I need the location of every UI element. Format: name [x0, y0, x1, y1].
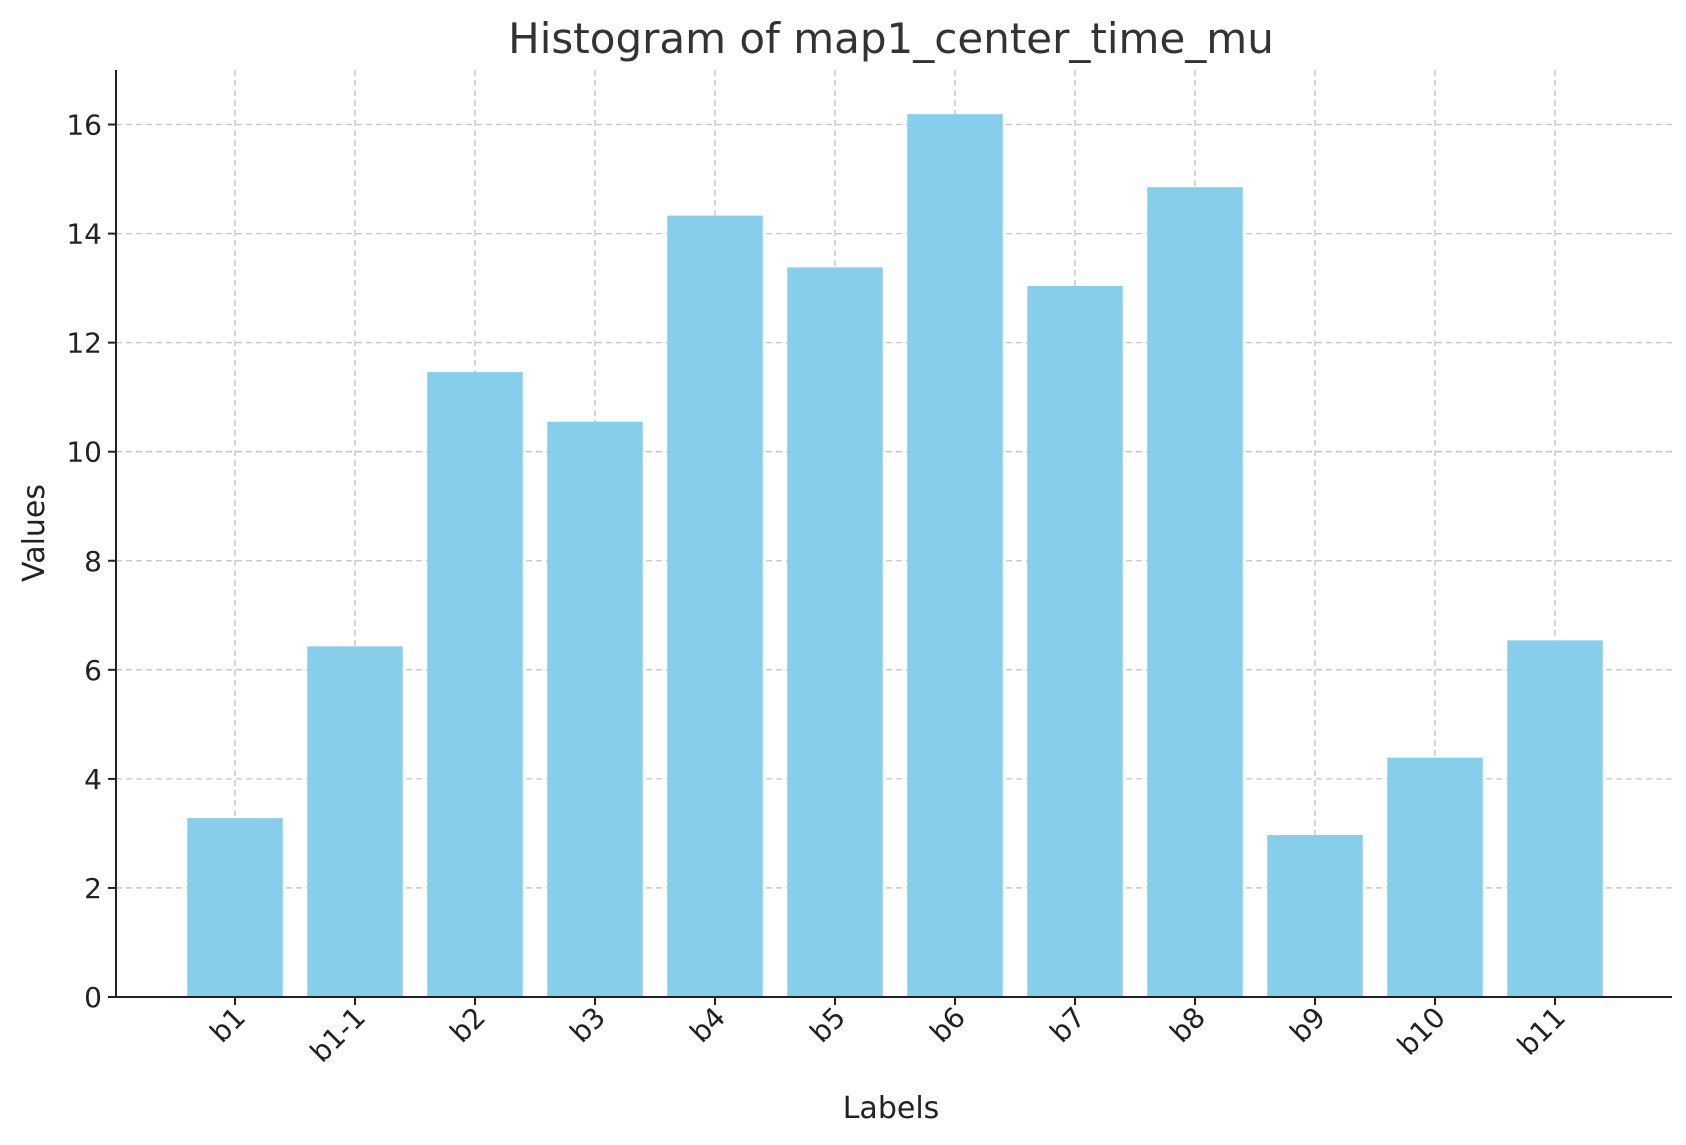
bar-b2 — [427, 372, 523, 998]
y-tick-label-0: 0 — [84, 981, 102, 1014]
x-tick-label-b2: b2 — [443, 1001, 492, 1050]
bar-b1-1 — [307, 646, 403, 997]
bar-b7 — [1027, 285, 1123, 997]
y-tick-label-4: 8 — [84, 545, 102, 578]
x-tick-label-b6: b6 — [923, 1001, 972, 1050]
x-tick-label-b11: b11 — [1511, 1001, 1572, 1062]
x-tick-label-b4: b4 — [683, 1001, 732, 1050]
x-tick-label-b1-1: b1-1 — [304, 1001, 372, 1069]
x-tick-label-b1: b1 — [203, 1001, 252, 1050]
x-axis-label: Labels — [843, 1091, 940, 1126]
y-tick-label-5: 10 — [66, 436, 102, 469]
chart-title: Histogram of map1_center_time_mu — [508, 14, 1274, 63]
bar-b10 — [1387, 757, 1483, 997]
axes — [115, 70, 1672, 998]
x-tick-label-b7: b7 — [1043, 1001, 1092, 1050]
x-tick-label-b5: b5 — [803, 1001, 852, 1050]
x-tick-label-b3: b3 — [563, 1001, 612, 1050]
bar-b3 — [547, 421, 643, 997]
bar-b6 — [907, 114, 1003, 997]
bar-b5 — [787, 267, 883, 997]
y-tick-label-1: 2 — [84, 872, 102, 905]
y-tick-label-8: 16 — [66, 109, 102, 142]
bar-b1 — [187, 818, 283, 997]
x-tick-label-b8: b8 — [1163, 1001, 1212, 1050]
bars — [187, 114, 1603, 998]
bar-b8 — [1147, 187, 1243, 998]
bar-b11 — [1507, 640, 1603, 997]
bar-b9 — [1267, 835, 1363, 997]
y-tick-label-3: 6 — [84, 654, 102, 687]
x-tick-label-b10: b10 — [1391, 1001, 1452, 1062]
y-tick-label-7: 14 — [66, 218, 102, 251]
bar-b4 — [667, 215, 763, 998]
y-tick-label-6: 12 — [66, 327, 102, 360]
x-tick-label-b9: b9 — [1283, 1001, 1332, 1050]
y-tick-label-2: 4 — [84, 763, 102, 796]
y-axis-label: Values — [17, 484, 52, 582]
